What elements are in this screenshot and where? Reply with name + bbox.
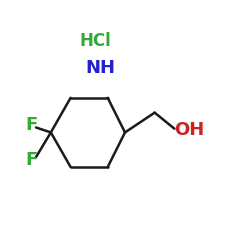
Text: HCl: HCl <box>80 32 111 50</box>
Text: F: F <box>26 116 38 134</box>
Text: OH: OH <box>174 121 204 139</box>
Text: NH: NH <box>85 59 115 77</box>
Text: F: F <box>26 150 38 168</box>
